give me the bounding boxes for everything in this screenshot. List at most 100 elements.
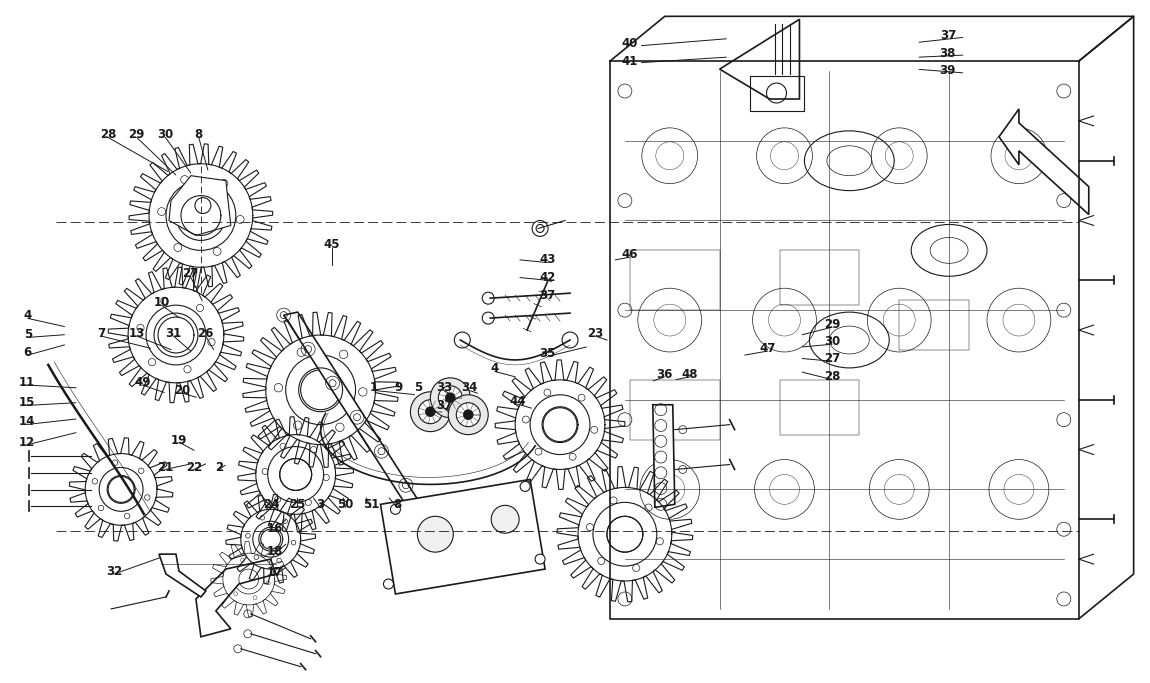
Text: 43: 43 [539,253,555,266]
Circle shape [562,332,578,348]
Circle shape [1057,522,1071,536]
Text: 20: 20 [175,384,191,397]
Circle shape [618,522,631,536]
Text: 8: 8 [393,499,401,512]
Circle shape [438,386,462,410]
Text: 31: 31 [166,327,182,340]
Circle shape [618,193,631,208]
Circle shape [166,181,236,251]
Text: 26: 26 [198,327,214,340]
Polygon shape [284,312,430,525]
Polygon shape [381,479,545,594]
Text: 6: 6 [24,346,32,359]
Circle shape [678,426,687,434]
Text: 50: 50 [337,499,354,512]
Text: 37: 37 [940,29,956,42]
Circle shape [233,645,242,653]
Circle shape [244,630,252,638]
Circle shape [285,355,355,425]
Text: 41: 41 [622,55,638,68]
Circle shape [419,400,443,423]
Text: 37: 37 [539,289,555,302]
Polygon shape [169,176,231,236]
Circle shape [535,554,545,564]
Circle shape [1057,193,1071,208]
Text: 4: 4 [24,309,32,322]
Circle shape [246,576,252,582]
Circle shape [1057,303,1071,317]
Circle shape [482,292,494,304]
Polygon shape [196,559,276,637]
Text: 36: 36 [657,367,673,380]
Text: 13: 13 [129,327,145,340]
Text: 30: 30 [158,128,174,141]
Bar [780,380,859,434]
Text: 2: 2 [215,461,223,474]
Bar [780,251,859,305]
Circle shape [233,564,263,594]
Text: 14: 14 [18,415,34,428]
Text: 27: 27 [823,352,841,365]
Bar [630,251,720,310]
Text: 42: 42 [539,271,555,284]
Text: 29: 29 [823,318,841,331]
Text: 17: 17 [267,566,283,579]
Circle shape [454,332,470,348]
Circle shape [317,387,323,393]
Circle shape [253,521,289,557]
Text: 18: 18 [267,544,283,557]
Circle shape [244,610,252,618]
Text: 10: 10 [154,296,170,309]
Polygon shape [999,109,1089,214]
Circle shape [411,392,451,432]
Circle shape [1057,84,1071,98]
Text: 3: 3 [316,499,324,512]
Circle shape [618,413,631,427]
Text: 46: 46 [622,248,638,261]
Circle shape [293,471,299,477]
Polygon shape [159,554,206,597]
Text: 25: 25 [289,499,306,512]
Text: 8: 8 [194,128,202,141]
Text: 16: 16 [267,522,283,535]
Text: 11: 11 [18,376,34,389]
Circle shape [482,312,494,324]
Text: 19: 19 [171,434,187,447]
Text: 28: 28 [100,128,116,141]
Text: 34: 34 [461,381,477,394]
Text: 22: 22 [186,461,202,474]
Circle shape [463,410,474,419]
Text: 15: 15 [18,396,34,409]
Text: 29: 29 [129,128,145,141]
Text: 51: 51 [362,499,380,512]
Text: 1: 1 [370,381,378,394]
Text: 12: 12 [18,436,34,449]
Text: 32: 32 [106,565,122,578]
Text: 48: 48 [682,367,698,380]
Text: 45: 45 [323,238,340,251]
Text: 28: 28 [823,370,841,383]
Circle shape [268,536,274,542]
Circle shape [99,467,143,512]
Circle shape [457,403,481,427]
Circle shape [678,466,687,473]
Circle shape [557,421,564,428]
Text: 47: 47 [759,342,776,354]
Circle shape [445,393,455,403]
Bar [750,76,805,111]
Text: 39: 39 [940,64,956,77]
Circle shape [391,504,400,514]
Text: 24: 24 [263,499,279,512]
Text: 30: 30 [823,335,841,348]
Circle shape [118,486,124,492]
Circle shape [146,305,206,365]
Text: 33: 33 [436,381,452,394]
Text: 35: 35 [539,347,555,360]
Circle shape [383,579,393,589]
Circle shape [622,531,628,538]
Circle shape [491,505,519,533]
Circle shape [417,516,453,552]
Text: 23: 23 [588,327,604,340]
Text: 5: 5 [414,381,422,394]
Circle shape [1057,413,1071,427]
